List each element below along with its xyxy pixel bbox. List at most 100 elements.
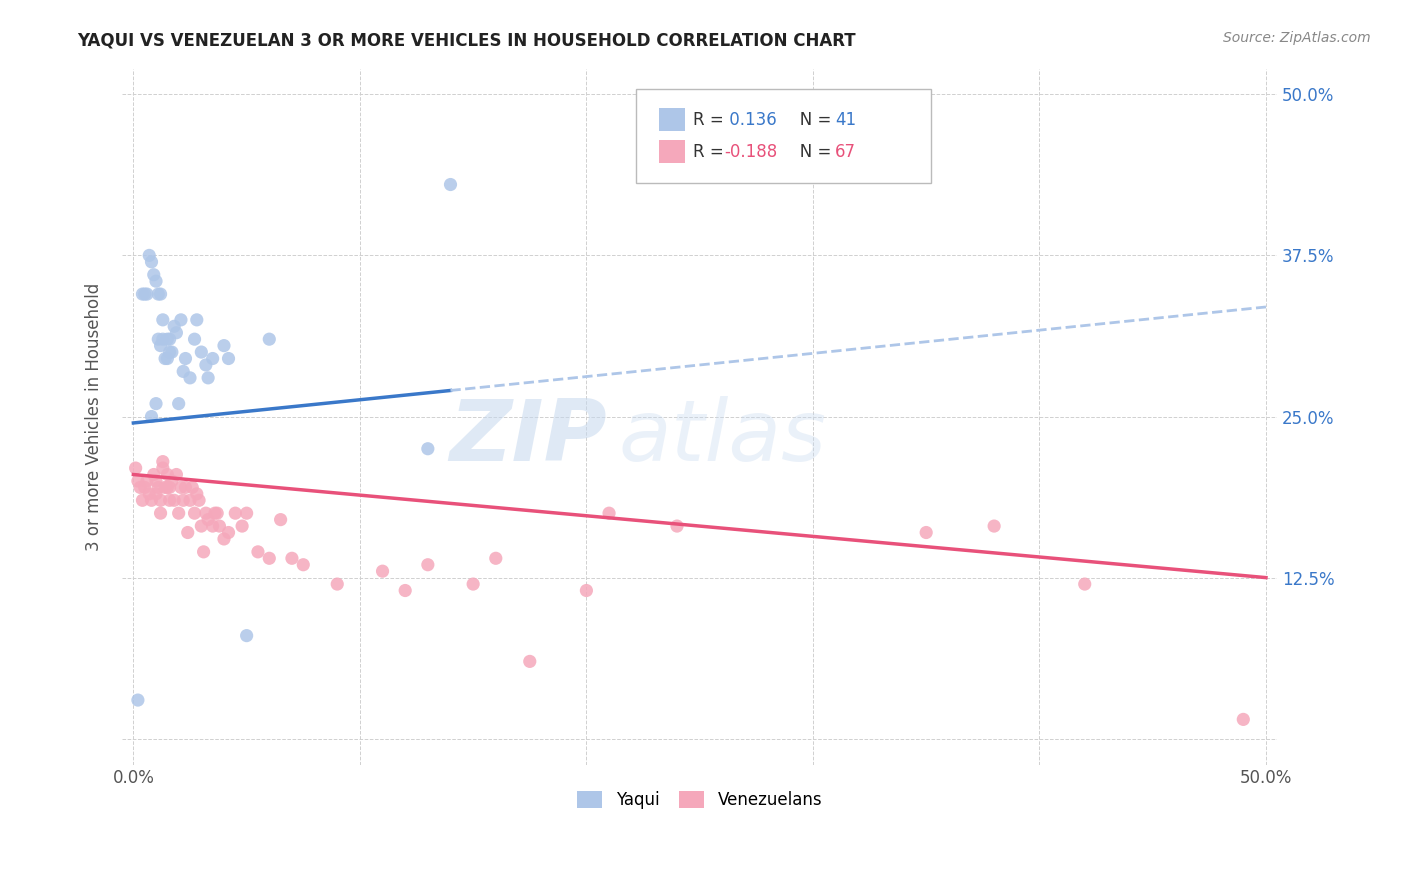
Point: [201, 519, 224, 533]
Point: [153, 351, 176, 366]
Point: [131, 493, 153, 508]
Text: R =: R =: [693, 111, 728, 128]
Point: [246, 545, 269, 559]
Point: [159, 345, 181, 359]
Point: [159, 493, 181, 508]
Point: [439, 178, 461, 192]
Point: [138, 248, 160, 262]
Point: [136, 474, 159, 488]
Point: [281, 551, 304, 566]
Point: [575, 583, 598, 598]
Point: [212, 532, 235, 546]
Point: [174, 351, 197, 366]
Point: [190, 519, 212, 533]
Point: [204, 506, 226, 520]
Point: [179, 493, 201, 508]
FancyBboxPatch shape: [636, 89, 931, 184]
Point: [218, 351, 240, 366]
Point: [170, 480, 193, 494]
Point: [711, 100, 734, 114]
Point: [172, 493, 194, 508]
Point: [1232, 713, 1254, 727]
Point: [141, 409, 163, 424]
FancyBboxPatch shape: [659, 108, 685, 131]
Point: [371, 564, 394, 578]
Point: [167, 396, 190, 410]
Point: [148, 287, 170, 301]
Point: [983, 519, 1005, 533]
Y-axis label: 3 or more Vehicles in Household: 3 or more Vehicles in Household: [86, 283, 103, 550]
Point: [149, 287, 172, 301]
Text: N =: N =: [785, 111, 837, 128]
Point: [134, 287, 156, 301]
Point: [174, 480, 197, 494]
Legend: Yaqui, Venezuelans: Yaqui, Venezuelans: [571, 784, 828, 815]
Point: [179, 371, 201, 385]
Point: [231, 519, 253, 533]
Point: [201, 351, 224, 366]
Point: [163, 319, 186, 334]
Point: [159, 480, 181, 494]
Point: [163, 493, 186, 508]
Point: [152, 332, 174, 346]
Point: [197, 513, 219, 527]
Point: [131, 287, 153, 301]
Point: [127, 474, 149, 488]
Point: [142, 467, 165, 482]
Point: [136, 287, 159, 301]
Point: [145, 487, 167, 501]
Text: 41: 41: [835, 111, 856, 128]
Point: [141, 255, 163, 269]
Point: [416, 558, 439, 572]
Point: [197, 371, 219, 385]
Point: [177, 525, 200, 540]
Point: [148, 480, 170, 494]
Point: [156, 480, 179, 494]
Point: [186, 313, 208, 327]
Point: [149, 338, 172, 352]
Point: [292, 558, 315, 572]
Text: 0.136: 0.136: [724, 111, 776, 128]
Point: [181, 480, 204, 494]
Point: [416, 442, 439, 456]
Point: [598, 506, 620, 520]
Point: [148, 332, 170, 346]
Point: [134, 480, 156, 494]
Point: [183, 506, 205, 520]
Point: [270, 513, 292, 527]
Point: [485, 551, 508, 566]
Point: [170, 313, 193, 327]
Point: [183, 332, 205, 346]
Point: [167, 506, 190, 520]
Text: atlas: atlas: [619, 396, 827, 479]
Point: [152, 313, 174, 327]
Text: ZIP: ZIP: [450, 396, 607, 479]
Point: [156, 332, 179, 346]
Point: [519, 654, 541, 668]
Point: [156, 467, 179, 482]
Point: [165, 467, 187, 482]
Point: [194, 506, 217, 520]
Text: -0.188: -0.188: [724, 143, 778, 161]
Point: [259, 551, 281, 566]
Text: R =: R =: [693, 143, 728, 161]
Point: [160, 345, 183, 359]
Point: [149, 493, 172, 508]
Point: [194, 358, 217, 372]
Point: [190, 345, 212, 359]
Point: [394, 583, 416, 598]
Point: [142, 268, 165, 282]
Point: [224, 506, 246, 520]
Point: [127, 693, 149, 707]
Text: Source: ZipAtlas.com: Source: ZipAtlas.com: [1223, 31, 1371, 45]
Point: [141, 493, 163, 508]
Point: [138, 487, 160, 501]
Point: [218, 525, 240, 540]
Point: [165, 326, 187, 340]
Point: [235, 506, 257, 520]
Point: [259, 332, 281, 346]
Point: [208, 519, 231, 533]
FancyBboxPatch shape: [659, 140, 685, 163]
Point: [153, 480, 176, 494]
Point: [235, 629, 257, 643]
